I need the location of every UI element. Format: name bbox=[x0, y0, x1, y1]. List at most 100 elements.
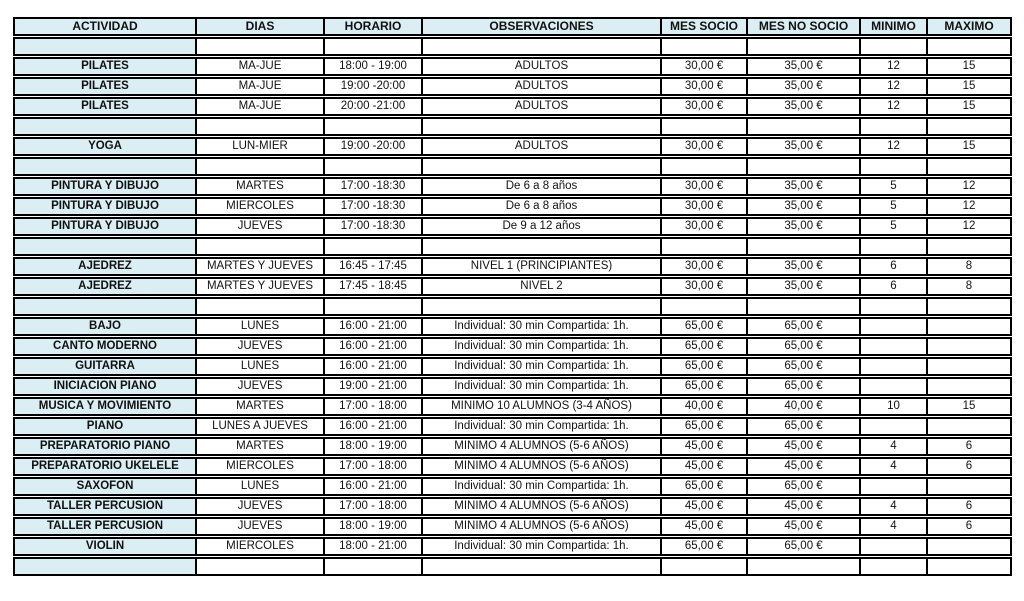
cell-observaciones bbox=[422, 117, 661, 136]
cell-actividad bbox=[13, 237, 196, 256]
cell-mes_socio: 30,00 € bbox=[661, 197, 747, 216]
cell-actividad: AJEDREZ bbox=[13, 277, 196, 296]
cell-minimo: 5 bbox=[860, 217, 927, 236]
cell-horario bbox=[324, 157, 422, 176]
cell-observaciones: De 9 a 12 años bbox=[422, 217, 661, 236]
cell-mes_no_socio: 40,00 € bbox=[747, 397, 860, 416]
cell-minimo bbox=[860, 377, 927, 396]
cell-horario: 18:00 - 19:00 bbox=[324, 57, 422, 76]
cell-maximo: 15 bbox=[927, 57, 1012, 76]
cell-actividad: PIANO bbox=[13, 417, 196, 436]
cell-observaciones: Individual: 30 min Compartida: 1h. bbox=[422, 477, 661, 496]
table-row: AJEDREZ MARTES Y JUEVES 17:45 - 18:45 NIVEL… bbox=[13, 277, 1012, 296]
cell-horario bbox=[324, 37, 422, 56]
cell-observaciones bbox=[422, 557, 661, 576]
cell-mes_no_socio: 65,00 € bbox=[747, 417, 860, 436]
cell-dias: JUEVES bbox=[196, 517, 324, 536]
cell-horario: 16:45 - 17:45 bbox=[324, 257, 422, 276]
cell-dias: LUN-MIER bbox=[196, 137, 324, 156]
cell-mes_socio: 65,00 € bbox=[661, 357, 747, 376]
cell-horario bbox=[324, 297, 422, 316]
cell-maximo bbox=[927, 537, 1012, 556]
cell-actividad: VIOLIN bbox=[13, 537, 196, 556]
cell-mes_no_socio: 45,00 € bbox=[747, 517, 860, 536]
table-row: PILATES MA-JUE 19:00 -20:00 ADULTOS 30,00 €3… bbox=[13, 77, 1012, 96]
cell-mes_no_socio bbox=[747, 237, 860, 256]
table-row: PINTURA Y DIBUJO MIERCOLES 17:00 -18:30 De … bbox=[13, 197, 1012, 216]
cell-observaciones: ADULTOS bbox=[422, 77, 661, 96]
cell-dias: JUEVES bbox=[196, 497, 324, 516]
cell-mes_no_socio: 65,00 € bbox=[747, 317, 860, 336]
cell-dias: LUNES A JUEVES bbox=[196, 417, 324, 436]
cell-observaciones: Individual: 30 min Compartida: 1h. bbox=[422, 377, 661, 396]
cell-minimo bbox=[860, 337, 927, 356]
spacer-row bbox=[13, 37, 1012, 56]
cell-maximo bbox=[927, 237, 1012, 256]
cell-actividad: PINTURA Y DIBUJO bbox=[13, 197, 196, 216]
cell-mes_no_socio: 35,00 € bbox=[747, 137, 860, 156]
schedule-page: ACTIVIDAD DIAS HORARIO OBSERVACIONES MES SOC… bbox=[13, 16, 1012, 577]
cell-observaciones: ADULTOS bbox=[422, 97, 661, 116]
cell-observaciones: Individual: 30 min Compartida: 1h. bbox=[422, 537, 661, 556]
cell-minimo: 12 bbox=[860, 77, 927, 96]
cell-mes_no_socio: 65,00 € bbox=[747, 537, 860, 556]
header-row: ACTIVIDAD DIAS HORARIO OBSERVACIONES MES SOC… bbox=[13, 17, 1012, 36]
cell-actividad: AJEDREZ bbox=[13, 257, 196, 276]
spacer-row bbox=[13, 237, 1012, 256]
cell-actividad: CANTO MODERNO bbox=[13, 337, 196, 356]
cell-maximo: 12 bbox=[927, 197, 1012, 216]
cell-dias: MA-JUE bbox=[196, 77, 324, 96]
cell-horario: 18:00 - 19:00 bbox=[324, 517, 422, 536]
cell-mes_socio: 45,00 € bbox=[661, 517, 747, 536]
table-row: PINTURA Y DIBUJO JUEVES 17:00 -18:30 De 9 a… bbox=[13, 217, 1012, 236]
cell-mes_socio bbox=[661, 237, 747, 256]
cell-mes_no_socio bbox=[747, 117, 860, 136]
cell-horario: 17:00 - 18:00 bbox=[324, 497, 422, 516]
cell-minimo bbox=[860, 557, 927, 576]
cell-minimo: 4 bbox=[860, 437, 927, 456]
spacer-row bbox=[13, 297, 1012, 316]
cell-observaciones: MINIMO 4 ALUMNOS (5-6 AÑOS) bbox=[422, 517, 661, 536]
cell-dias bbox=[196, 557, 324, 576]
column-header-mes_no_socio: MES NO SOCIO bbox=[747, 17, 860, 36]
cell-minimo: 6 bbox=[860, 277, 927, 296]
cell-mes_no_socio: 45,00 € bbox=[747, 497, 860, 516]
cell-observaciones: Individual: 30 min Compartida: 1h. bbox=[422, 357, 661, 376]
cell-maximo bbox=[927, 157, 1012, 176]
activities-schedule-table: ACTIVIDAD DIAS HORARIO OBSERVACIONES MES SOC… bbox=[13, 16, 1012, 577]
spacer-row bbox=[13, 557, 1012, 576]
table-row: TALLER PERCUSION JUEVES 17:00 - 18:00 MINIM… bbox=[13, 497, 1012, 516]
cell-mes_no_socio bbox=[747, 157, 860, 176]
cell-minimo: 6 bbox=[860, 257, 927, 276]
cell-dias bbox=[196, 157, 324, 176]
cell-actividad: TALLER PERCUSION bbox=[13, 517, 196, 536]
cell-horario: 17:00 -18:30 bbox=[324, 177, 422, 196]
table-row: VIOLIN MIERCOLES 18:00 - 21:00 Individual: … bbox=[13, 537, 1012, 556]
cell-mes_no_socio: 35,00 € bbox=[747, 77, 860, 96]
cell-minimo bbox=[860, 357, 927, 376]
cell-dias: MARTES bbox=[196, 177, 324, 196]
cell-mes_no_socio: 65,00 € bbox=[747, 357, 860, 376]
cell-observaciones bbox=[422, 297, 661, 316]
cell-maximo: 15 bbox=[927, 397, 1012, 416]
cell-horario: 20:00 -21:00 bbox=[324, 97, 422, 116]
cell-dias: JUEVES bbox=[196, 217, 324, 236]
cell-maximo bbox=[927, 337, 1012, 356]
cell-maximo: 12 bbox=[927, 217, 1012, 236]
cell-maximo bbox=[927, 37, 1012, 56]
cell-maximo bbox=[927, 317, 1012, 336]
cell-mes_no_socio: 35,00 € bbox=[747, 217, 860, 236]
cell-mes_socio: 65,00 € bbox=[661, 537, 747, 556]
cell-dias: MA-JUE bbox=[196, 97, 324, 116]
cell-mes_socio: 65,00 € bbox=[661, 377, 747, 396]
table-row: PREPARATORIO UKELELE MIERCOLES 17:00 - 18:… bbox=[13, 457, 1012, 476]
cell-horario: 16:00 - 21:00 bbox=[324, 317, 422, 336]
column-header-horario: HORARIO bbox=[324, 17, 422, 36]
cell-horario: 19:00 -20:00 bbox=[324, 137, 422, 156]
cell-observaciones: MINIMO 4 ALUMNOS (5-6 AÑOS) bbox=[422, 437, 661, 456]
cell-actividad: PILATES bbox=[13, 97, 196, 116]
cell-horario: 17:00 -18:30 bbox=[324, 197, 422, 216]
cell-observaciones: NIVEL 1 (PRINCIPIANTES) bbox=[422, 257, 661, 276]
cell-observaciones bbox=[422, 237, 661, 256]
cell-minimo bbox=[860, 477, 927, 496]
